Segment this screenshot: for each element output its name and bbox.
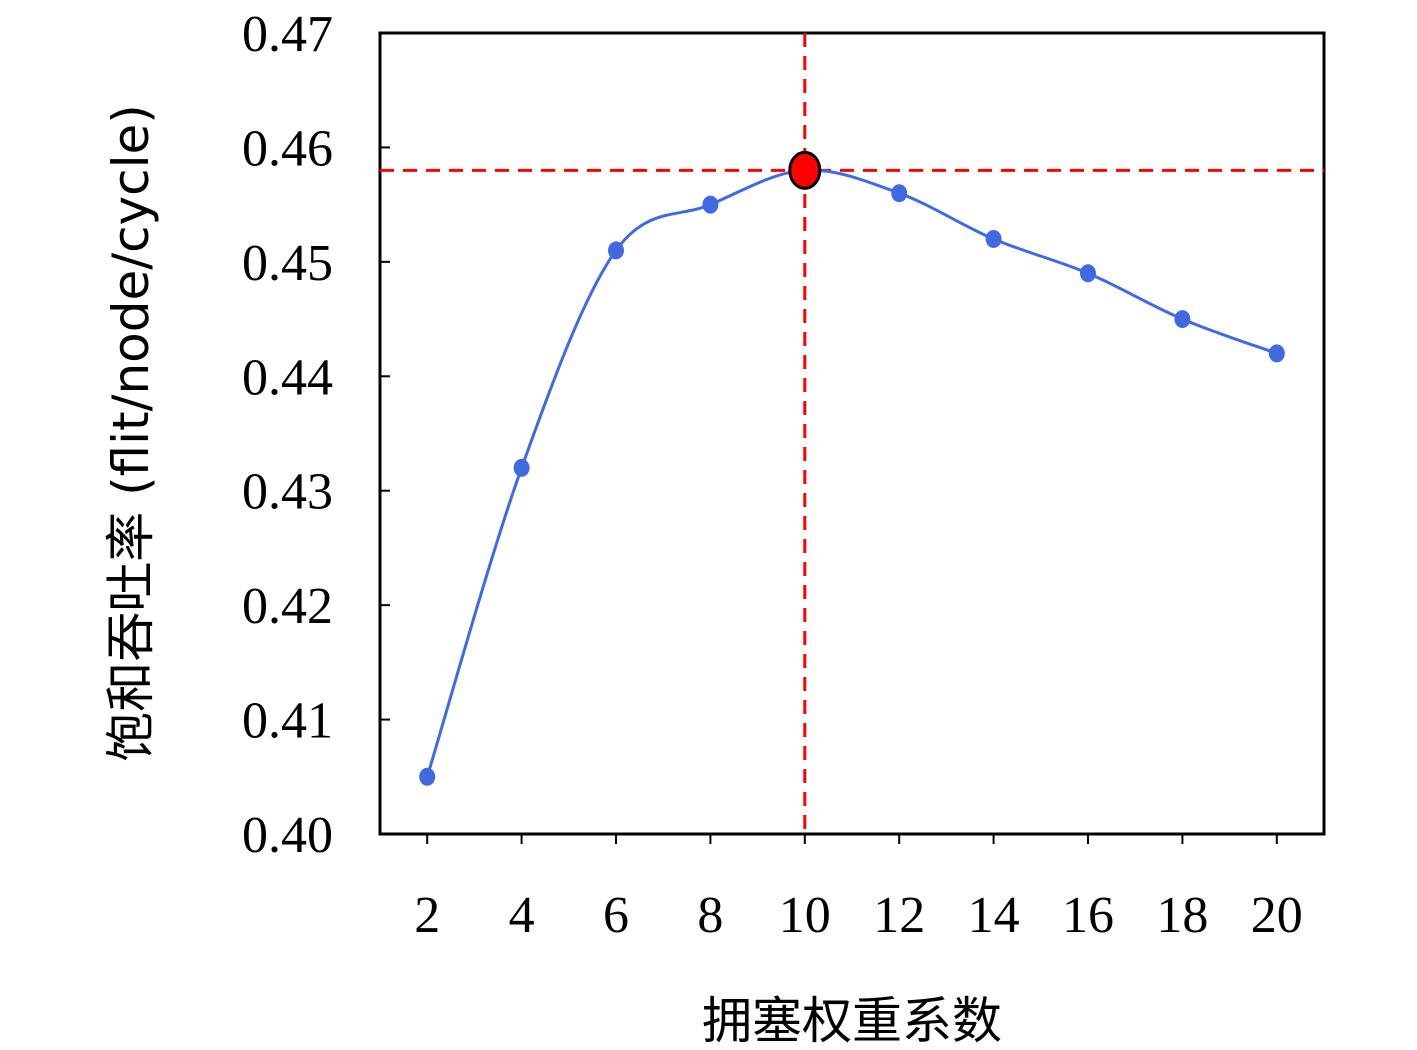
y-tick-label: 0.45 — [242, 235, 333, 292]
y-tick-label: 0.44 — [242, 349, 333, 406]
data-point — [985, 229, 1002, 248]
data-point — [702, 195, 719, 214]
x-axis-ticks: 2 4 6 8 10 12 14 16 18 20 — [414, 834, 1303, 944]
y-tick-label: 0.47 — [242, 6, 333, 63]
data-point — [513, 458, 530, 477]
x-tick-label: 6 — [603, 887, 629, 944]
y-tick-label: 0.42 — [242, 578, 333, 635]
data-point — [608, 241, 624, 260]
y-axis-title: 饱和吞吐率 (flit/node/cycle) — [102, 104, 160, 762]
data-point — [891, 184, 908, 203]
x-tick-label: 18 — [1156, 887, 1208, 944]
data-point — [1268, 344, 1285, 363]
x-axis-title: 拥塞权重系数 — [702, 992, 1002, 1050]
x-tick-label: 4 — [509, 887, 535, 944]
y-tick-label: 0.46 — [242, 120, 333, 177]
data-point — [419, 767, 436, 786]
plot-area-frame — [378, 31, 1326, 836]
series-layer — [419, 161, 1285, 786]
y-tick-label: 0.41 — [242, 693, 333, 750]
x-tick-label: 8 — [697, 887, 723, 944]
x-tick-label: 14 — [968, 887, 1020, 944]
x-tick-label: 16 — [1062, 887, 1114, 944]
y-axis-ticks: 0.40 0.41 0.42 0.43 0.44 0.45 0.46 0.47 — [242, 6, 390, 864]
data-point — [1080, 264, 1096, 283]
x-tick-label: 2 — [414, 887, 440, 944]
x-tick-label: 10 — [779, 887, 831, 944]
x-tick-label: 20 — [1251, 887, 1303, 944]
optimal-point-marker — [788, 150, 822, 190]
highlight-layer — [788, 150, 822, 190]
series-line — [425, 168, 1278, 778]
x-tick-label: 12 — [873, 887, 925, 944]
data-point — [1174, 310, 1191, 329]
reference-lines — [380, 33, 1324, 834]
y-tick-label: 0.43 — [242, 464, 333, 521]
y-tick-label: 0.40 — [242, 807, 333, 864]
